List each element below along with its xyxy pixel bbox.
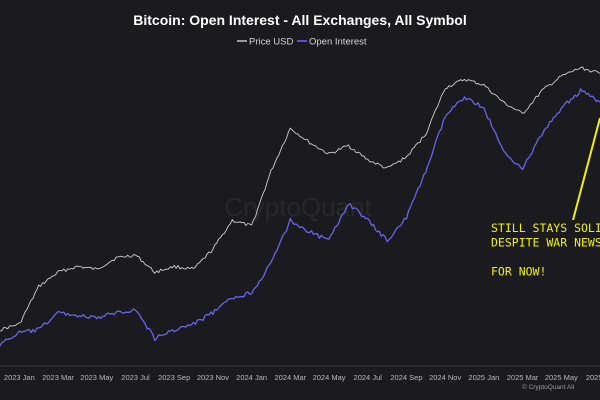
x-tick-label: 2023 Nov [197, 373, 229, 382]
x-tick-label: 2023 Jul [121, 373, 150, 382]
x-axis-ticks: 2023 Jan 2023 Mar 2023 May 2023 Jul 2023 Sep… [4, 373, 600, 382]
x-tick-label: 2023 Sep [158, 373, 190, 382]
x-tick-label: 2024 May [313, 373, 346, 382]
x-tick-label: 2025 Jul [586, 373, 600, 382]
legend-label-price[interactable]: Price USD [249, 37, 293, 48]
x-tick-label: 2024 Nov [429, 373, 461, 382]
legend[interactable]: Price USD Open Interest [237, 37, 367, 48]
x-tick-label: 2025 May [545, 373, 578, 382]
x-tick-label: 2023 Jan [4, 373, 35, 382]
x-tick-label: 2025 Mar [507, 373, 539, 382]
legend-label-open-interest[interactable]: Open Interest [309, 37, 367, 48]
x-tick-label: 2024 Mar [274, 373, 306, 382]
chart-title: Bitcoin: Open Interest - All Exchanges, … [133, 12, 466, 28]
x-tick-label: 2025 Jan [468, 373, 499, 382]
annotation-arrow [572, 117, 600, 221]
annotation-line-4: FOR NOW! [491, 265, 546, 279]
series-layer [0, 66, 600, 347]
x-tick-label: 2024 Sep [390, 373, 422, 382]
annotation-line-2: DESPITE WAR NEWS [491, 236, 600, 250]
x-tick-label: 2024 Jul [354, 373, 383, 382]
x-tick-label: 2024 Jan [236, 373, 267, 382]
credit-text: © CryptoQuant All [522, 383, 575, 391]
watermark: CryptoQuant [224, 192, 372, 222]
annotation-line-1: STILL STAYS SOLID [491, 221, 600, 235]
series-line-open-interest [0, 88, 600, 347]
series-line-price-usd [0, 66, 600, 332]
x-tick-label: 2023 Mar [42, 373, 74, 382]
x-tick-label: 2023 May [80, 373, 113, 382]
